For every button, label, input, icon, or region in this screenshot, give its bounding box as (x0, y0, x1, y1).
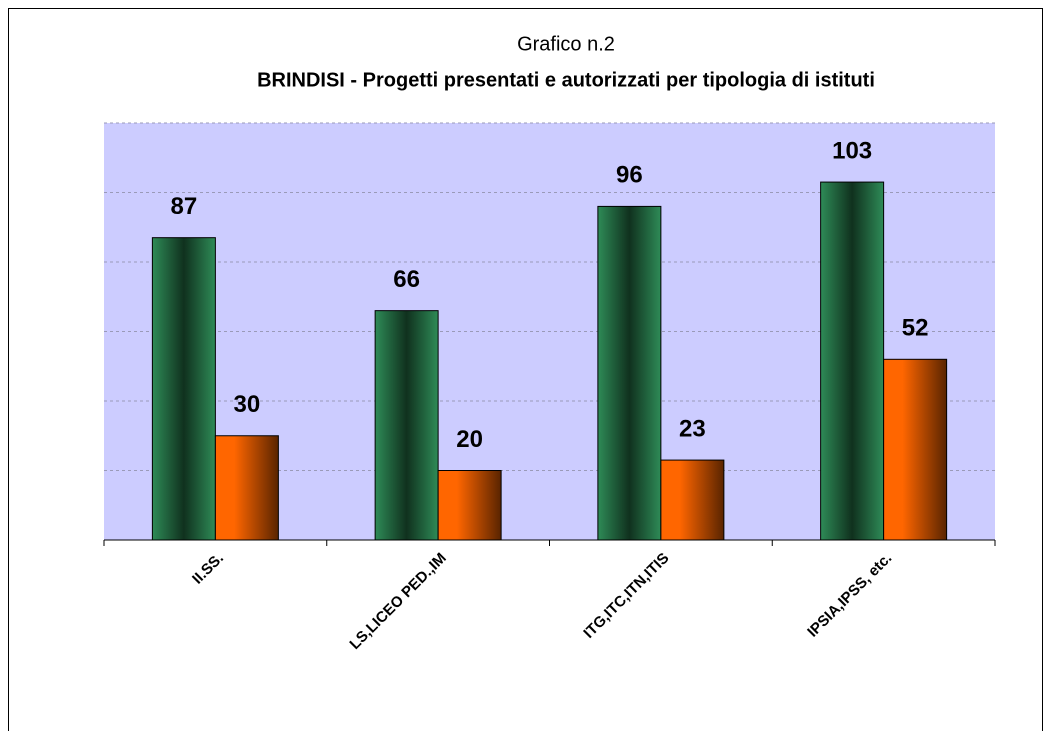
data-label: 52 (902, 315, 929, 342)
bar (820, 181, 885, 541)
bar (660, 459, 725, 541)
chart-subtitle: BRINDISI - Progetti presentati e autoriz… (257, 69, 875, 91)
data-label: 87 (171, 193, 198, 220)
bar (437, 470, 502, 541)
bar (214, 435, 279, 541)
data-label: 66 (393, 266, 420, 293)
bar (597, 205, 662, 541)
data-label: 96 (616, 162, 643, 189)
bar (151, 237, 216, 541)
bar (374, 310, 439, 541)
data-label: 20 (456, 426, 483, 453)
data-label: 30 (234, 391, 261, 418)
chart-title: Grafico n.2 (517, 33, 615, 55)
bar (883, 358, 948, 541)
data-label: 23 (679, 415, 706, 442)
data-label: 103 (832, 137, 872, 164)
